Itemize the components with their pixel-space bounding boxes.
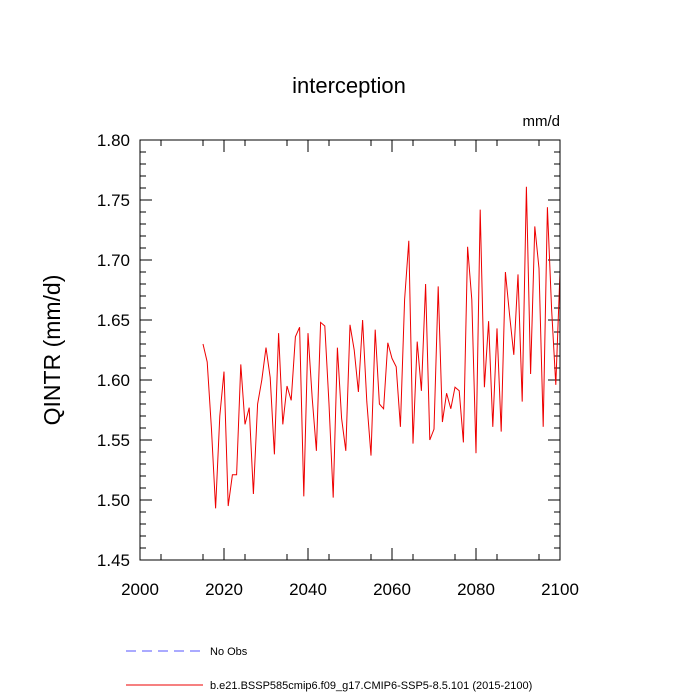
y-tick-label: 1.65 [97, 311, 130, 330]
y-axis-label: QINTR (mm/d) [39, 275, 65, 426]
y-tick-label: 1.70 [97, 251, 130, 270]
legend-label-no-obs: No Obs [210, 646, 248, 658]
y-tick-label: 1.50 [97, 491, 130, 510]
plot-frame [139, 139, 561, 561]
chart-title: interception [292, 73, 406, 98]
y-tick-label: 1.55 [97, 431, 130, 450]
axes: 2000 2020 2040 2060 2080 2100 1.45 1.50 1.55 1.60… [97, 131, 579, 599]
x-tick-label: 2100 [541, 580, 579, 599]
x-tick-label: 2080 [457, 580, 495, 599]
units-label: mm/d [523, 113, 561, 130]
x-tick-label: 2000 [121, 580, 159, 599]
x-tick-label: 2040 [289, 580, 327, 599]
y-tick-label: 1.60 [97, 371, 130, 390]
legend-label-model-run: b.e21.BSSP585cmip6.f09_g17.CMIP6-SSP5-8.… [210, 680, 532, 692]
series-line-1 [202, 186, 561, 509]
y-tick-label: 1.45 [97, 551, 130, 570]
legend: No Obs b.e21.BSSP585cmip6.f09_g17.CMIP6-… [126, 646, 532, 692]
y-tick-label: 1.75 [97, 191, 130, 210]
y-tick-label: 1.80 [97, 131, 130, 150]
x-tick-label: 2020 [205, 580, 243, 599]
x-tick-label: 2060 [373, 580, 411, 599]
series-layer [202, 186, 561, 509]
